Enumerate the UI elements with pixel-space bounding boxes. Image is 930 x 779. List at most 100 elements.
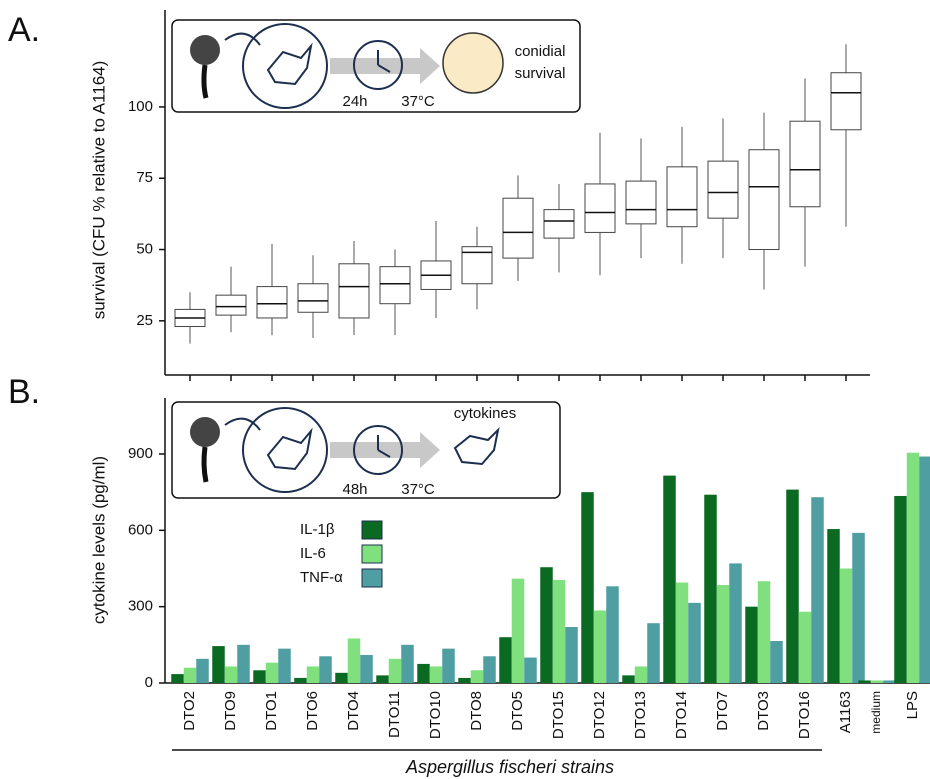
inset-text: 37°C	[401, 481, 435, 498]
y-tick-label: 300	[128, 598, 153, 615]
bar	[606, 586, 619, 683]
bar	[729, 563, 742, 683]
bar	[786, 490, 799, 683]
bar	[827, 529, 840, 683]
legend-label: IL-6	[300, 545, 326, 562]
bar	[389, 659, 402, 683]
x-tick-label: DTO6	[304, 691, 321, 731]
bar	[524, 658, 537, 683]
x-tick-label: DTO13	[632, 691, 649, 739]
bar	[799, 612, 812, 683]
x-tick-label: DTO9	[222, 691, 239, 731]
y-tick-label: 75	[136, 169, 153, 186]
bar	[212, 646, 225, 683]
x-tick-label: DTO3	[755, 691, 772, 731]
y-tick-label: 25	[136, 312, 153, 329]
y-axis-label: survival (CFU % relative to A1164)	[89, 61, 108, 320]
bar	[196, 659, 209, 683]
bar	[253, 670, 266, 683]
bar	[647, 623, 660, 683]
x-tick-label: DTO8	[468, 691, 485, 731]
box	[216, 295, 246, 315]
y-tick-label: 900	[128, 445, 153, 462]
x-tick-label: DTO11	[386, 691, 403, 738]
bar	[676, 582, 689, 683]
panel-label: A.	[8, 11, 40, 49]
bar	[376, 675, 389, 683]
x-tick-label: DTO10	[427, 691, 444, 739]
bar	[581, 492, 594, 683]
box	[585, 184, 615, 232]
bar	[919, 457, 930, 683]
box	[257, 287, 287, 318]
figure: A. B. 24h 37°C conidial survival cytokin…	[0, 0, 930, 779]
bar	[401, 645, 414, 683]
bar	[871, 680, 884, 683]
inset-text: 37°C	[401, 93, 435, 110]
bar	[319, 656, 332, 683]
bar	[237, 645, 250, 683]
box	[503, 198, 533, 258]
bar	[335, 673, 348, 683]
box	[667, 167, 697, 227]
bar	[458, 678, 471, 683]
bar	[430, 666, 443, 683]
legend-swatch	[362, 521, 382, 539]
inset-text: 48h	[342, 481, 367, 498]
bar	[171, 674, 184, 683]
box	[380, 267, 410, 304]
x-axis-label: Aspergillus fischeri strains	[405, 757, 614, 777]
bar	[294, 678, 307, 683]
bar	[663, 476, 676, 683]
x-tick-label: DTO14	[673, 691, 690, 739]
box	[749, 150, 779, 250]
x-tick-label: DTO4	[345, 691, 362, 731]
bar	[704, 495, 717, 683]
x-tick-label: DTO15	[550, 691, 567, 739]
bar	[307, 666, 320, 683]
y-axis-label: cytokine levels (pg/ml)	[89, 456, 108, 624]
x-tick-label: LPS	[904, 691, 921, 719]
bar	[442, 649, 455, 683]
bar	[348, 638, 361, 683]
bar	[622, 675, 635, 683]
legend-swatch	[362, 569, 382, 587]
bar	[811, 497, 824, 683]
box	[708, 161, 738, 218]
box	[831, 73, 861, 130]
bar	[758, 581, 771, 683]
bar	[565, 627, 578, 683]
x-tick-label: DTO2	[181, 691, 198, 731]
bar	[745, 607, 758, 683]
bar	[553, 580, 566, 683]
bar	[594, 610, 607, 683]
y-tick-label: 0	[145, 674, 153, 691]
bar	[360, 655, 373, 683]
inset-b: cytokines 48h 37°C	[172, 402, 560, 498]
bar	[471, 670, 484, 683]
bar	[512, 579, 525, 683]
bar	[499, 637, 512, 683]
bar	[540, 567, 553, 683]
box	[544, 210, 574, 239]
y-tick-label: 100	[128, 98, 153, 115]
bar	[688, 603, 701, 683]
bar	[184, 668, 197, 683]
x-tick-label: DTO12	[591, 691, 608, 739]
legend-label: TNF-α	[300, 569, 343, 586]
x-tick-label: DTO16	[796, 691, 813, 739]
x-tick-label: medium	[869, 691, 883, 734]
bar	[717, 585, 730, 683]
inset-text: conidial	[515, 43, 566, 60]
bar	[225, 666, 238, 683]
y-tick-label: 50	[136, 241, 153, 258]
bar	[840, 568, 853, 683]
bar	[770, 641, 783, 683]
box	[626, 181, 656, 224]
box	[790, 121, 820, 207]
bar	[278, 649, 291, 683]
bar	[858, 680, 871, 683]
x-tick-label: DTO5	[509, 691, 526, 731]
bar	[894, 496, 907, 683]
bar	[883, 680, 896, 683]
